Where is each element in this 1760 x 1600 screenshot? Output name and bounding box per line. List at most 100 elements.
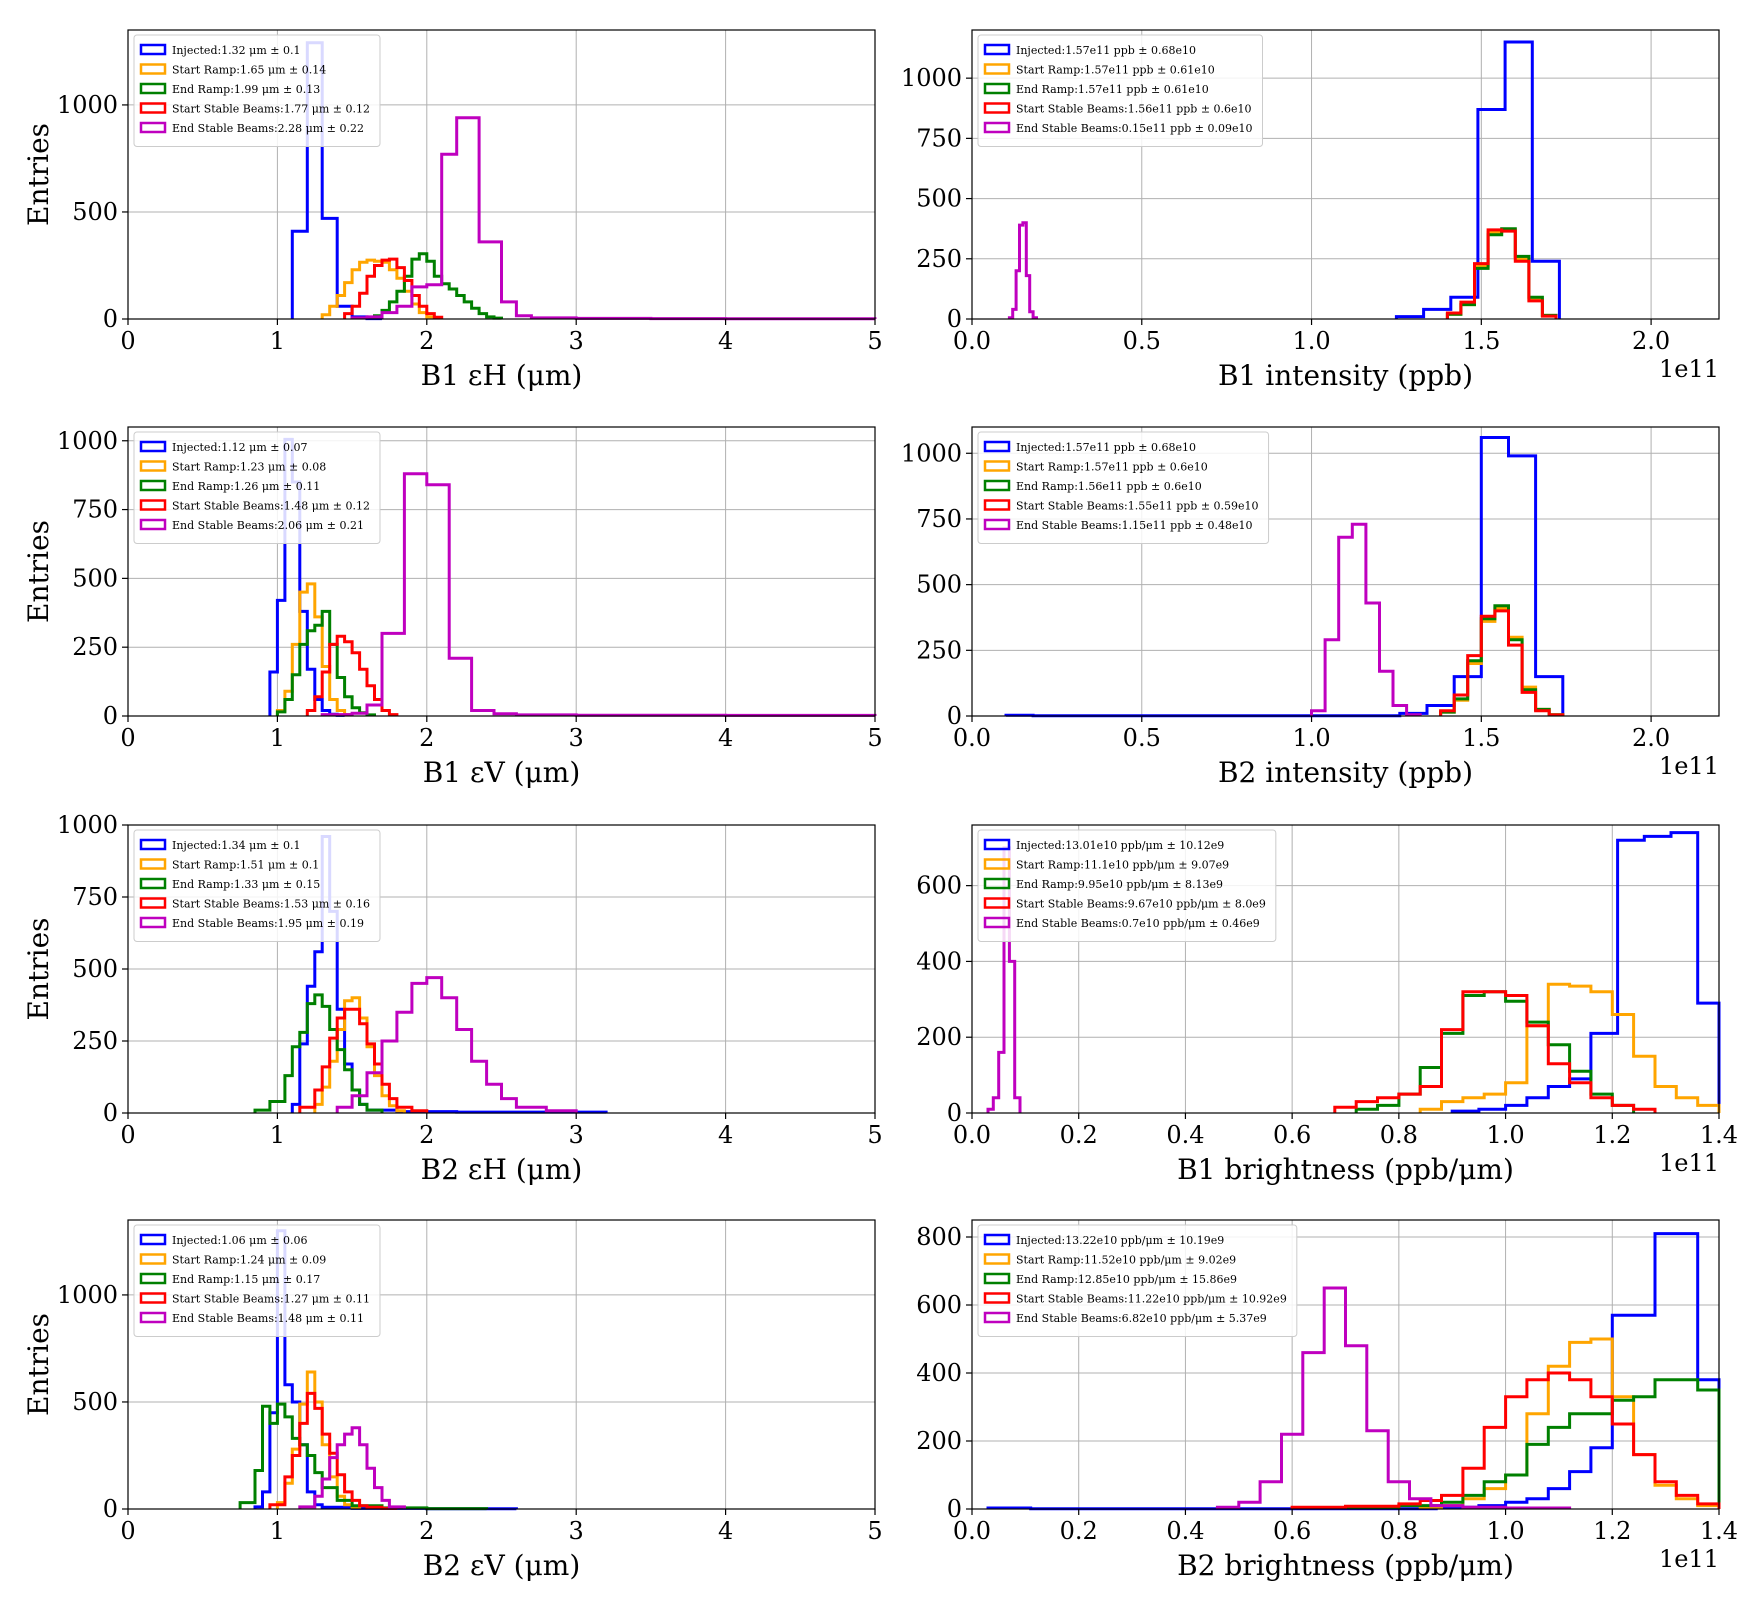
x-tick-label: 1.0 (1292, 327, 1330, 355)
x-tick-label: 0.2 (1060, 1121, 1098, 1149)
series-group (986, 831, 1721, 1113)
series-group (268, 437, 877, 717)
y-tick-label: 250 (72, 633, 118, 661)
legend-entry: Start Stable Beams:1.56e11 ppb ± 0.6e10 (1016, 103, 1252, 116)
histogram-series-4 (986, 846, 1022, 1113)
legend-entry: Start Ramp:1.51 μm ± 0.1 (172, 859, 319, 872)
x-axis-label: B1 brightness (ppb/μm) (1177, 1153, 1514, 1186)
legend-swatch (983, 1292, 1011, 1304)
x-tick-label: 5 (867, 327, 882, 355)
legend-swatch (139, 63, 167, 75)
legend-swatch (983, 916, 1011, 929)
legend-swatch (983, 63, 1011, 75)
legend-entry: End Ramp:9.95e10 ppb/μm ± 8.13e9 (1016, 878, 1223, 891)
legend-entry: Injected:1.57e11 ppb ± 0.68e10 (1016, 441, 1196, 454)
x-axis-label: B1 εV (μm) (423, 756, 581, 789)
legend-entry: Start Ramp:1.24 μm ± 0.09 (172, 1254, 326, 1267)
legend-swatch (139, 1272, 167, 1285)
legend-swatch (139, 499, 167, 511)
histogram-series-2 (1445, 227, 1558, 319)
legend-swatch (139, 479, 167, 492)
panel-b2-intensity: 0.0 0.5 1.0 1.5 2.0 0 250 500 750 1000 B2 intensit… (901, 426, 1720, 789)
legend-frame (977, 829, 1277, 942)
histogram-series-3 (1439, 609, 1565, 717)
y-axis-label: Entries (22, 123, 55, 226)
x-tick-label: 1 (270, 327, 285, 355)
legend-entry: End Ramp:1.26 μm ± 0.11 (172, 480, 320, 493)
legend-swatch (139, 121, 167, 134)
x-axis-label: B2 intensity (ppb) (1218, 756, 1473, 789)
legend-entry: End Stable Beams:2.28 μm ± 0.22 (172, 122, 364, 135)
legend-swatch (139, 82, 167, 95)
legend-swatch (983, 102, 1011, 114)
legend-swatch (139, 460, 167, 472)
x-tick-label: 0.5 (1123, 327, 1161, 355)
legend-swatch (139, 440, 167, 453)
x-tick-label: 4 (718, 1517, 733, 1545)
x-tick-label: 1.2 (1593, 1121, 1631, 1149)
y-tick-label: 800 (916, 1223, 962, 1251)
histogram-series-1 (1418, 982, 1721, 1113)
y-tick-label: 0 (947, 305, 962, 333)
legend: Injected:13.22e10 ppb/μm ± 10.19e9 Start … (977, 1224, 1298, 1337)
legend-entry: Start Stable Beams:1.48 μm ± 0.12 (172, 500, 370, 513)
y-tick-label: 1000 (57, 427, 118, 455)
histogram-series-4 (335, 976, 578, 1113)
x-tick-label: 2.0 (1632, 724, 1670, 752)
legend-entry: Start Ramp:11.52e10 ppb/μm ± 9.02e9 (1016, 1254, 1236, 1267)
x-tick-label: 3 (569, 1517, 584, 1545)
panel-b2-eh: 0 1 2 3 4 5 0 250 500 750 1000 B2 εH (μm) Entries Inj… (22, 811, 883, 1186)
legend-entry: End Ramp:12.85e10 ppb/μm ± 15.86e9 (1016, 1273, 1237, 1286)
legend: Injected:13.01e10 ppb/μm ± 10.12e9 Start … (977, 829, 1277, 942)
x-tick-label: 3 (569, 724, 584, 752)
x-tick-label: 1.4 (1700, 1121, 1738, 1149)
x-tick-label: 1 (270, 1121, 285, 1149)
histogram-series-3 (1333, 990, 1657, 1113)
x-tick-label: 0.6 (1273, 1121, 1311, 1149)
legend-entry: Injected:1.57e11 ppb ± 0.68e10 (1016, 44, 1196, 57)
panel-b1-intensity: 0.0 0.5 1.0 1.5 2.0 0 250 500 750 1000 B1 intensit… (901, 29, 1720, 392)
x-tick-label: 5 (867, 1121, 882, 1149)
y-tick-label: 0 (103, 1495, 118, 1523)
y-tick-label: 500 (72, 955, 118, 983)
x-axis-label: B1 εH (μm) (421, 359, 583, 392)
legend-swatch (983, 499, 1011, 511)
legend-swatch (983, 897, 1011, 909)
x-tick-label: 0.8 (1380, 1517, 1418, 1545)
panel-b2-ev: 0 1 2 3 4 5 0 500 1000 B2 εV (μm) Entries Injected:… (22, 1219, 883, 1582)
legend-entry: Injected:1.34 μm ± 0.1 (172, 839, 300, 852)
legend-entry: Start Stable Beams:1.27 μm ± 0.11 (172, 1293, 370, 1306)
y-tick-label: 200 (916, 1023, 962, 1051)
histogram-series-4 (1007, 221, 1038, 320)
legend-frame (977, 34, 1263, 147)
legend-entry: Start Ramp:1.23 μm ± 0.08 (172, 461, 326, 474)
series-group (253, 835, 608, 1114)
x-tick-label: 0 (120, 1517, 135, 1545)
series-group (986, 1232, 1721, 1511)
legend-entry: End Stable Beams:1.48 μm ± 0.11 (172, 1312, 364, 1325)
legend: Injected:1.06 μm ± 0.06 Start Ramp:1.24 μ… (133, 1224, 381, 1337)
legend-entry: End Stable Beams:2.06 μm ± 0.21 (172, 519, 364, 532)
panel-b1-eh: 0 1 2 3 4 5 0 500 1000 B1 εH (μm) Entries Injected:… (22, 29, 883, 392)
x-tick-label: 1.5 (1462, 327, 1500, 355)
x-tick-label: 0 (120, 327, 135, 355)
y-tick-label: 1000 (57, 91, 118, 119)
legend-entry: End Stable Beams:1.15e11 ppb ± 0.48e10 (1016, 519, 1253, 532)
legend-entry: Start Stable Beams:1.77 μm ± 0.12 (172, 103, 370, 116)
y-tick-label: 1000 (901, 439, 962, 467)
histogram-series-4 (320, 472, 877, 717)
legend-swatch (139, 858, 167, 870)
histogram-series-2 (253, 993, 384, 1113)
y-tick-label: 400 (916, 947, 962, 975)
histogram-series-0 (1394, 40, 1561, 319)
legend-frame (977, 1224, 1298, 1337)
x-tick-label: 4 (718, 327, 733, 355)
histogram-series-3 (268, 1391, 399, 1510)
legend-swatch (139, 897, 167, 909)
x-tick-label: 0.4 (1166, 1121, 1204, 1149)
y-axis-label: Entries (22, 520, 55, 623)
legend-entry: End Ramp:1.99 μm ± 0.13 (172, 83, 320, 96)
x-tick-label: 2 (419, 1121, 434, 1149)
legend-swatch (139, 102, 167, 114)
